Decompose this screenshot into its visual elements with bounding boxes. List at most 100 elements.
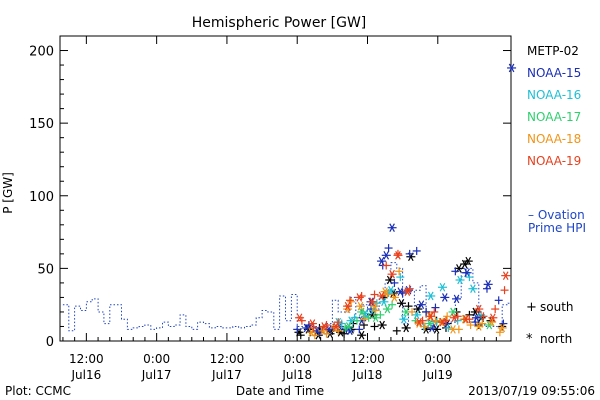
ovation-hpi-line (62, 262, 511, 332)
legend-entry: NOAA-18 (527, 132, 581, 146)
north-marker (355, 301, 365, 311)
north-marker (402, 287, 412, 296)
south-marker (408, 307, 417, 316)
y-tick-label: 200 (29, 45, 54, 60)
north-marker (381, 251, 391, 260)
north-marker (414, 317, 424, 327)
x-tick-label-date: Jul17 (141, 368, 172, 382)
south-marker (451, 267, 460, 276)
north-marker (389, 293, 399, 302)
south-marker (431, 316, 440, 325)
north-marker (377, 256, 387, 266)
north-marker (497, 323, 507, 333)
north-marker (357, 330, 367, 340)
y-tick-label: 0 (46, 335, 54, 350)
x-tick-label-time: 12:00 (210, 352, 245, 366)
south-marker (359, 315, 368, 324)
north-marker (437, 317, 447, 327)
north-marker (449, 313, 459, 323)
x-tick-label-date: Jul16 (70, 368, 101, 382)
north-marker (336, 327, 346, 337)
north-marker (461, 314, 471, 324)
x-tick-label-date: Jul19 (422, 368, 453, 382)
north-marker (396, 298, 406, 308)
north-marker (393, 251, 403, 260)
south-marker (393, 249, 402, 258)
north-marker (462, 268, 472, 278)
south-marker (370, 322, 379, 331)
south-marker (494, 296, 503, 305)
north-marker (507, 63, 517, 73)
x-tick-label-date: Jul18 (281, 368, 312, 382)
north-marker (354, 293, 364, 302)
south-marker (355, 325, 364, 334)
south-marker (395, 267, 404, 276)
north-marker (307, 319, 317, 328)
legend-entry: NOAA-16 (527, 88, 581, 102)
x-tick-label-time: 12:00 (69, 352, 104, 366)
north-marker (440, 293, 450, 302)
north-marker (474, 304, 484, 314)
legend-south-label: south (540, 300, 574, 314)
south-marker (347, 297, 356, 306)
north-marker (319, 322, 329, 331)
south-marker (466, 321, 475, 330)
legend-entry: NOAA-15 (527, 66, 581, 80)
south-marker (412, 246, 421, 255)
x-tick-label-time: 0:00 (284, 352, 311, 366)
north-marker (380, 287, 390, 296)
north-marker (343, 301, 353, 311)
north-marker (474, 322, 484, 331)
y-tick-label: 50 (37, 262, 54, 277)
north-marker (306, 327, 316, 337)
north-marker (379, 297, 389, 307)
north-marker (448, 325, 458, 334)
north-marker (426, 312, 436, 321)
south-marker (352, 316, 361, 325)
south-marker (384, 244, 393, 253)
north-marker (416, 300, 426, 309)
north-marker (483, 280, 493, 289)
north-marker (452, 294, 462, 304)
ovation-hpi-layer (62, 262, 511, 332)
north-marker (501, 271, 511, 280)
chart-title: Hemispheric Power [GW] (192, 15, 367, 31)
legend-south-marker: + (526, 300, 537, 315)
north-marker (413, 304, 423, 314)
south-marker (430, 307, 439, 316)
north-marker (426, 291, 436, 301)
south-marker (422, 307, 431, 316)
north-marker (382, 304, 392, 314)
north-marker (377, 291, 387, 301)
y-axis-label: P [GW] (1, 172, 15, 214)
x-tick-label-date: Jul17 (211, 368, 242, 382)
north-marker (295, 313, 305, 323)
y-tick-label: 150 (29, 117, 54, 132)
x-tick-label-time: 12:00 (350, 352, 385, 366)
south-marker (370, 290, 379, 299)
north-marker (344, 322, 354, 331)
south-marker (444, 323, 453, 332)
legend: METP-02 NOAA-15 NOAA-16 NOAA-17 NOAA-18 NOAA-… (527, 44, 581, 168)
north-marker (468, 284, 478, 294)
south-marker (388, 300, 397, 309)
x-tick-label-date: Jul18 (352, 368, 383, 382)
south-marker (396, 273, 405, 282)
ovation-label-line2: Prime HPI (528, 221, 586, 235)
north-marker (331, 322, 341, 331)
x-tick-label-time: 0:00 (143, 352, 170, 366)
x-tick-label-time: 0:00 (424, 352, 451, 366)
south-marker (390, 278, 399, 287)
south-marker (491, 305, 500, 314)
south-marker (443, 312, 452, 321)
south-marker (479, 312, 488, 321)
north-marker (371, 313, 381, 323)
footer-timestamp: 2013/07/19 09:55:06 (468, 384, 595, 398)
legend-north-label: north (540, 332, 572, 346)
south-marker (495, 328, 504, 337)
north-marker (399, 314, 409, 324)
north-marker (387, 223, 397, 233)
north-marker (401, 323, 411, 333)
north-marker (437, 282, 447, 292)
